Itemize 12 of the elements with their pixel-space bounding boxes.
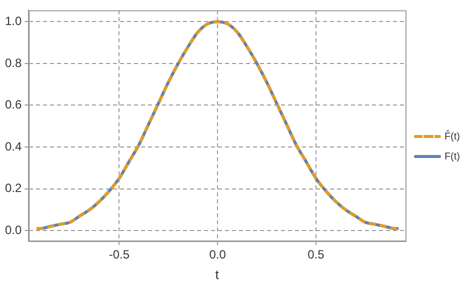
x-tick-label: -0.5: [108, 248, 130, 262]
y-tick-label: 0.4: [4, 139, 22, 154]
y-tick-label: 0.8: [4, 56, 22, 70]
y-tick-label: 1.0: [4, 14, 22, 28]
y-tick-label: 0.6: [4, 98, 22, 112]
legend-label: F̂(t): [444, 130, 460, 142]
x-tick-label: 0.5: [308, 248, 325, 262]
y-tick-label: 0.0: [4, 222, 22, 237]
x-axis-title: t: [215, 266, 220, 282]
legend-label: F(t): [444, 151, 460, 162]
y-tick-label: 0.2: [4, 181, 22, 196]
x-tick-label: 0.0: [209, 248, 226, 262]
